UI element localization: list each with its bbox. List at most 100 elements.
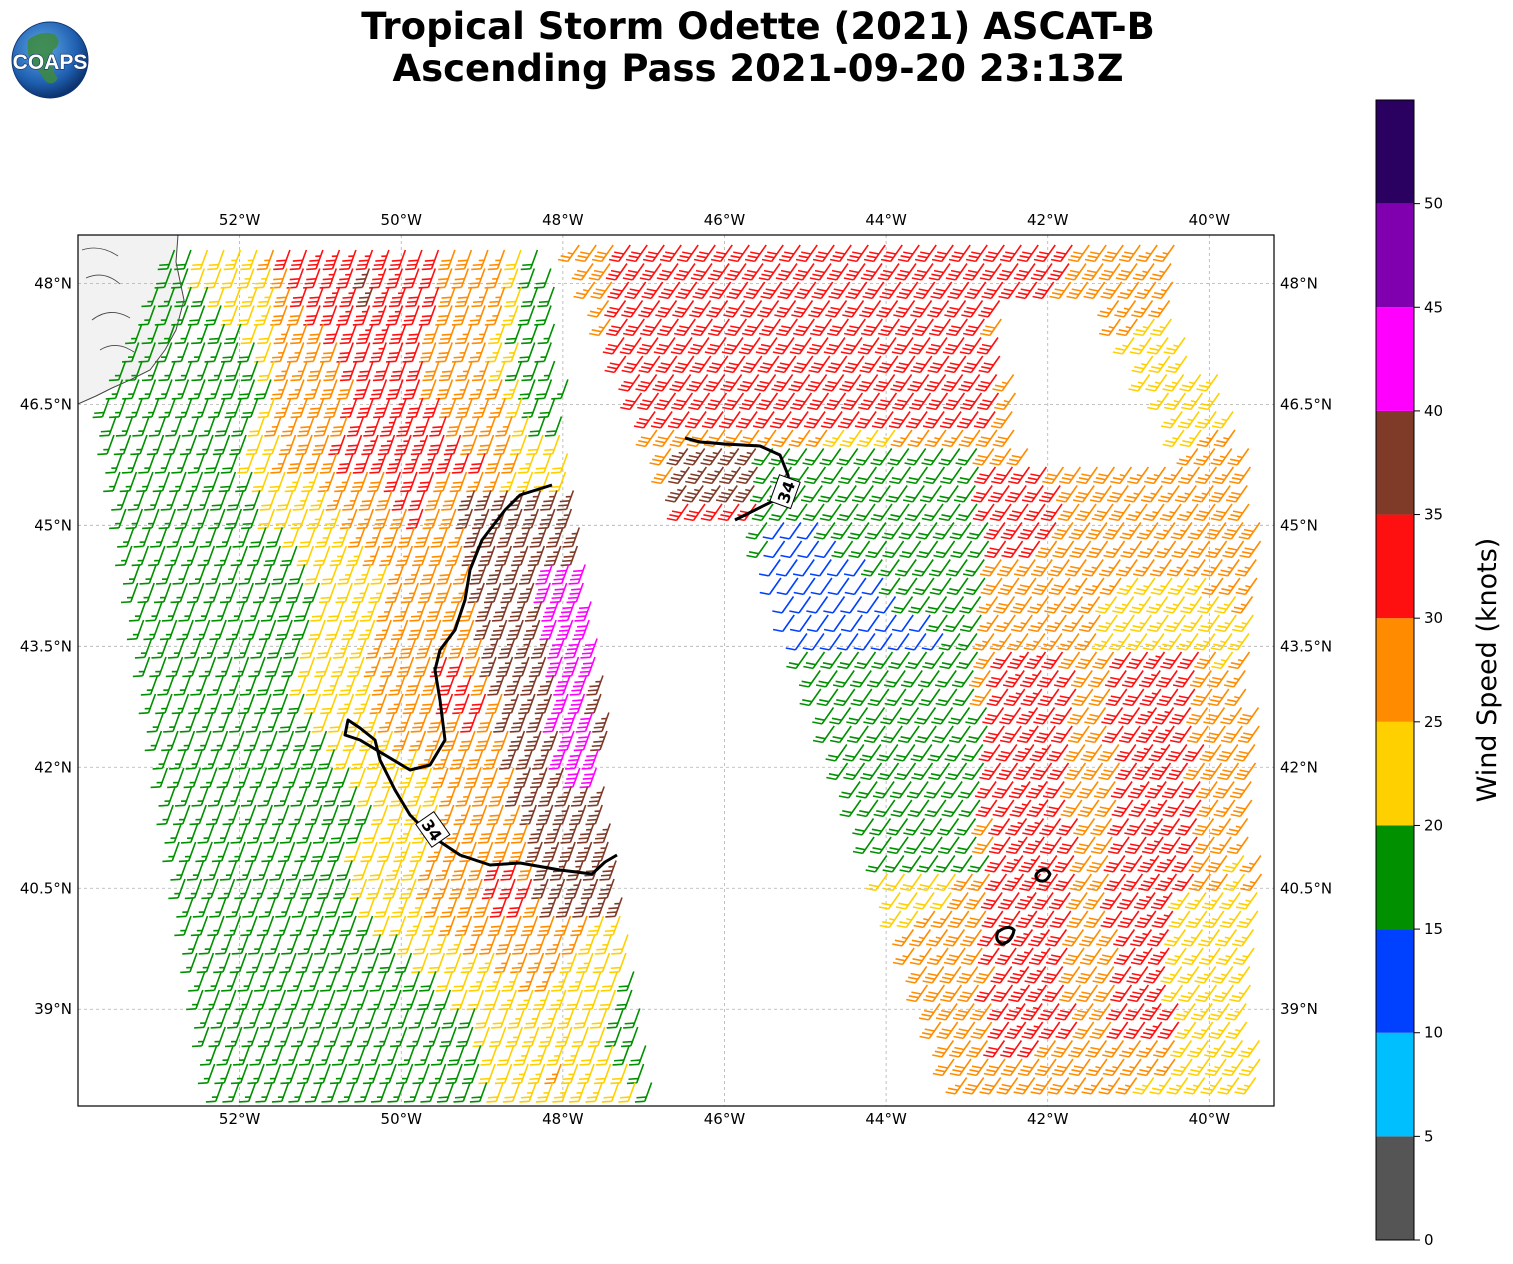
wind-barb: [972, 448, 995, 466]
wind-barb: [401, 582, 419, 604]
wind-barb: [1209, 818, 1232, 836]
wind-barb: [891, 596, 914, 614]
wind-barb: [1151, 910, 1174, 929]
wind-barb: [217, 638, 235, 659]
wind-barb: [1126, 966, 1149, 984]
wind-barb: [959, 337, 982, 355]
wind-barb: [491, 601, 510, 622]
wind-barb: [178, 601, 196, 622]
wind-barb: [1160, 651, 1183, 670]
wind-barb: [1152, 725, 1175, 744]
wind-barb: [1211, 651, 1234, 670]
wind-barb: [109, 397, 127, 419]
wind-barb: [1177, 651, 1200, 670]
wind-barb: [224, 360, 242, 382]
wind-barb: [389, 360, 407, 382]
wind-barb: [402, 379, 421, 400]
wind-barb: [1140, 485, 1163, 503]
wind-barb: [868, 485, 891, 503]
wind-barb: [937, 818, 960, 836]
wind-barb: [983, 1058, 1006, 1077]
wind-barb: [776, 318, 798, 337]
wind-barb: [759, 577, 782, 596]
wind-barb: [1114, 300, 1137, 318]
wind-barb: [204, 268, 222, 289]
wind-barb: [1127, 466, 1150, 485]
wind-barb: [705, 392, 728, 411]
wind-barb: [827, 318, 849, 337]
wind-barb: [1125, 633, 1148, 651]
wind-barb: [725, 318, 747, 337]
wind-barb: [303, 453, 321, 474]
wind-barb: [541, 601, 559, 622]
wind-barb: [843, 559, 866, 577]
wind-barb: [1213, 429, 1236, 448]
wind-barb: [1209, 836, 1232, 855]
wind-barb: [1232, 947, 1255, 966]
wind-barb: [214, 416, 233, 437]
wind-barb: [906, 466, 929, 485]
wind-barb: [826, 263, 849, 281]
wind-barb: [909, 947, 932, 966]
wind-barb: [372, 286, 390, 308]
wind-barb: [158, 397, 177, 419]
wind-barb: [877, 762, 900, 781]
wind-barb: [412, 545, 430, 567]
wind-barb: [257, 360, 275, 382]
wind-barb: [187, 268, 206, 289]
wind-barb: [946, 892, 969, 910]
wind-barb: [1196, 799, 1219, 818]
colorbar-tick: 40: [1424, 402, 1443, 420]
wind-barb: [322, 286, 341, 308]
wind-barb: [1117, 281, 1140, 300]
wind-barb: [329, 545, 348, 567]
wind-barb: [1136, 1058, 1159, 1077]
colorbar-bin: [1376, 721, 1414, 826]
wind-barb: [299, 638, 318, 659]
wind-barb: [854, 651, 877, 670]
wind-barb: [872, 466, 895, 485]
wind-barb: [468, 379, 487, 400]
wind-barb: [973, 651, 996, 670]
wind-barb: [921, 448, 944, 466]
wind-barb: [1032, 910, 1055, 929]
wind-barb: [965, 725, 988, 744]
wind-barb: [1064, 1077, 1087, 1095]
wind-barb: [443, 434, 462, 456]
wind-barb: [758, 559, 781, 577]
wind-barb: [703, 429, 726, 448]
wind-barb: [319, 342, 338, 363]
wind-barb: [944, 300, 967, 318]
wind-barb: [872, 781, 895, 799]
wind-barb: [1150, 318, 1172, 337]
wind-barb: [1162, 799, 1185, 818]
wind-barb: [1177, 411, 1200, 429]
wind-barb: [419, 379, 437, 400]
wind-barb: [1056, 836, 1079, 855]
wind-barb: [151, 638, 169, 659]
wind-barb: [511, 416, 530, 437]
wind-barb: [707, 263, 730, 281]
lon-tick-top: 42°W: [1027, 211, 1069, 229]
wind-barb: [636, 337, 659, 355]
wind-barb: [890, 799, 913, 818]
wind-barb: [346, 416, 365, 437]
wind-barb: [568, 564, 586, 585]
wind-barb: [1215, 929, 1238, 947]
wind-barb: [331, 527, 350, 548]
wind-barb: [240, 249, 258, 271]
wind-barb: [154, 268, 173, 289]
coaps-logo: COAPS: [11, 21, 89, 99]
wind-barb: [1072, 1021, 1095, 1040]
wind-barb: [1103, 855, 1126, 873]
wind-barb: [1072, 485, 1095, 503]
wind-barb: [307, 508, 325, 530]
wind-barb: [574, 601, 592, 622]
wind-barb: [826, 762, 849, 781]
wind-barb: [788, 374, 811, 392]
wind-barb: [557, 601, 576, 622]
wind-barb: [1034, 522, 1057, 540]
wind-barb: [1114, 744, 1137, 762]
wind-barb: [954, 836, 977, 855]
wind-barb: [442, 601, 460, 622]
